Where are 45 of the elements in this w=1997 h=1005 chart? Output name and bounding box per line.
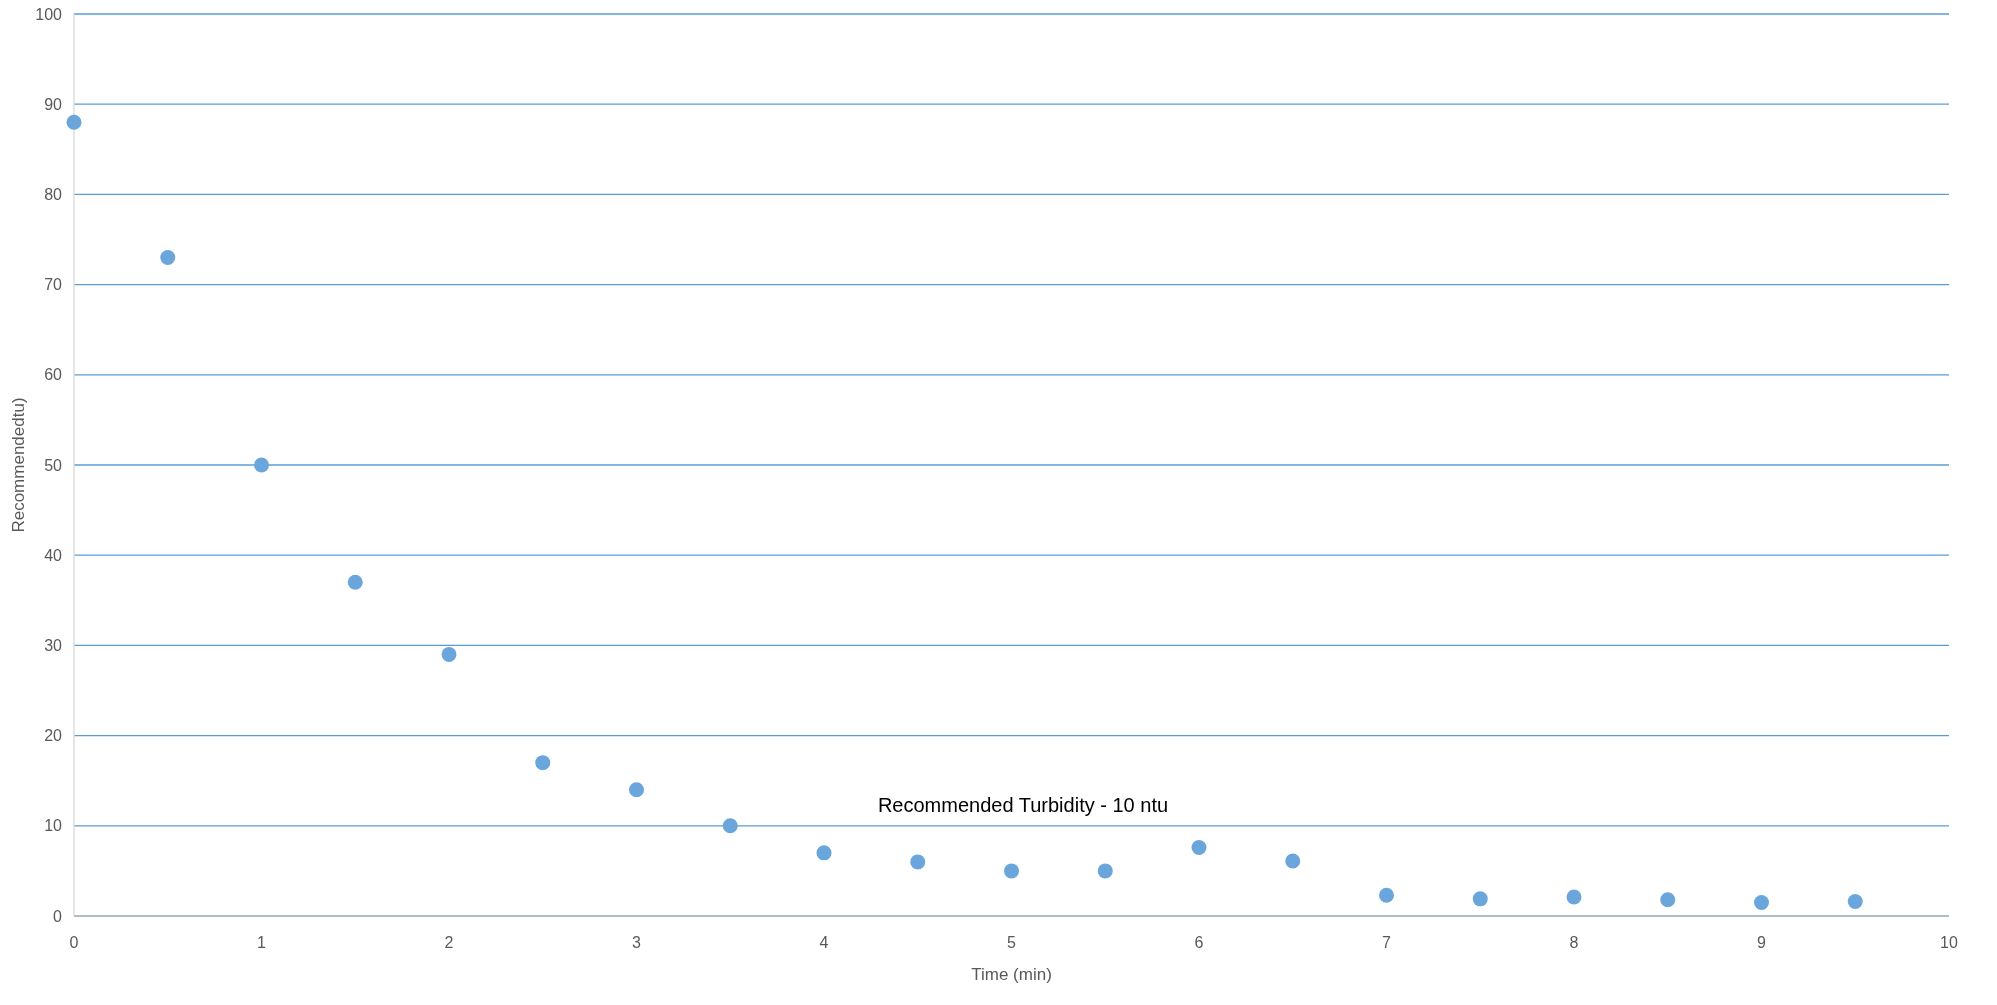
point [441,646,457,662]
y-tick-label: 20 [44,727,63,745]
x-tick-label: 10 [1940,934,1958,951]
point [1191,839,1207,855]
y-tick-label: 10 [44,817,63,835]
point [1847,894,1863,910]
x-tick-label: 1 [257,934,267,951]
x-tick-label: 7 [1382,934,1392,951]
point [160,250,176,266]
y-tick-label: 80 [44,186,63,203]
point [1379,887,1394,903]
y-tick-label: 50 [44,456,63,474]
point [1566,889,1582,905]
y-tick-label: 100 [35,5,63,23]
point [816,845,832,861]
point [629,782,644,798]
x-tick-label: 6 [1194,934,1204,951]
x-tick-label: 8 [1569,934,1579,951]
x-tick-label: 3 [632,934,642,951]
point [66,114,82,130]
point [1660,892,1676,908]
y-tick-label: 30 [44,637,63,654]
y-tick-label: 90 [44,95,63,113]
point [1285,853,1301,869]
point [254,457,269,473]
point [910,854,926,870]
point [347,574,363,590]
y-axis-title: Recommendedtu) [9,397,28,533]
annotation: Recommended Turbidity - 10 ntu [877,794,1169,816]
x-tick-label: 4 [819,934,829,951]
x-tick-label: 9 [1757,934,1767,951]
point [1472,891,1488,907]
point [1754,894,1769,910]
y-tick-label: 60 [44,366,63,384]
point [722,818,738,834]
point [535,755,551,771]
y-tick-label: 40 [44,546,63,564]
y-tick-label: 70 [44,276,63,294]
x-tick-label: 2 [444,934,454,951]
x-axis-title: Time (min) [971,965,1052,984]
point [1004,863,1019,879]
x-tick-label: 0 [69,934,79,951]
x-tick-label: 5 [1007,934,1017,951]
point [1097,863,1113,879]
y-tick-label: 0 [53,907,63,925]
